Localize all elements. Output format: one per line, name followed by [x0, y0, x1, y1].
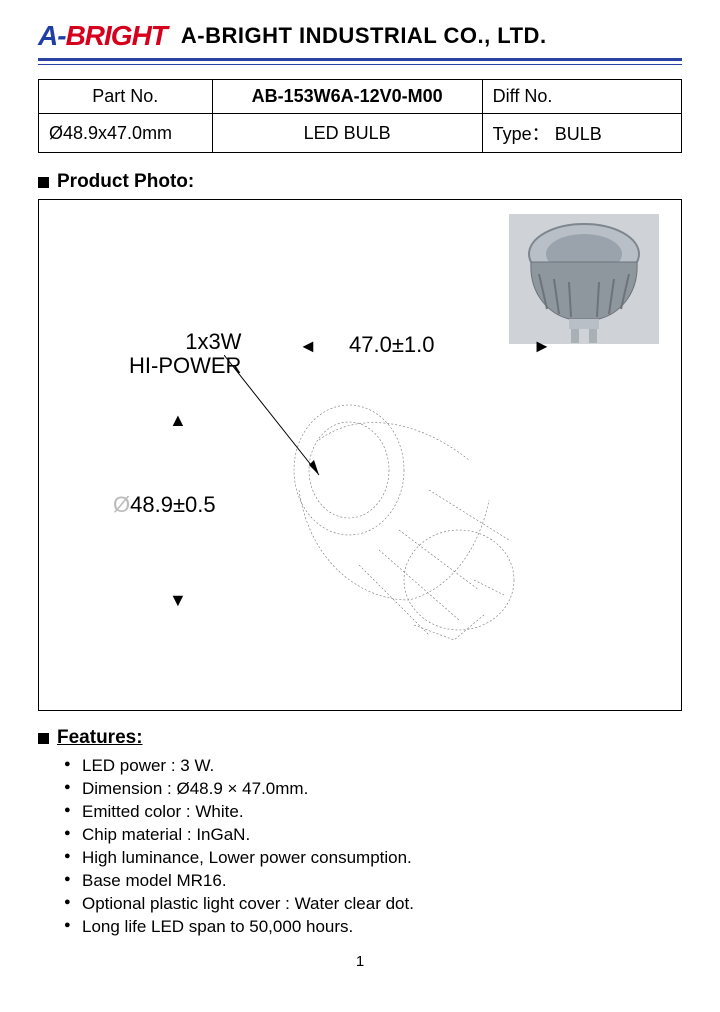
features-title: Features:	[57, 727, 143, 749]
feature-item: Chip material : InGaN.	[64, 824, 682, 847]
diameter-symbol: Ø	[113, 492, 130, 517]
features-section: Features: LED power : 3 W. Dimension : Ø…	[38, 727, 682, 939]
type-value: BULB	[555, 124, 602, 144]
company-name: A-BRIGHT INDUSTRIAL CO., LTD.	[181, 23, 547, 49]
page-header: A - BRIGHT A-BRIGHT INDUSTRIAL CO., LTD.	[38, 20, 682, 52]
product-photo-heading: Product Photo:	[38, 171, 682, 193]
arrow-left-icon: ◄	[299, 336, 317, 357]
product-photo-title: Product Photo:	[57, 171, 194, 193]
height-dimension: Ø48.9±0.5	[113, 492, 216, 518]
square-bullet-icon	[38, 177, 49, 188]
height-value: 48.9±0.5	[130, 492, 215, 517]
product-photo-thumbnail	[509, 214, 659, 344]
logo-letter-a: A	[38, 20, 57, 52]
product-photo-box: 1x3W HI-POWER 47.0±1.0 Ø48.9±0.5 ◄ ► ▲ ▼	[38, 199, 682, 711]
square-bullet-icon	[38, 733, 49, 744]
part-no-value: AB-153W6A-12V0-M00	[212, 80, 482, 114]
product-name: LED BULB	[212, 114, 482, 153]
feature-item: Base model MR16.	[64, 870, 682, 893]
spec-row-2: Ø48.9x47.0mm LED BULB Type： BULB	[39, 114, 682, 153]
logo-bright: BRIGHT	[66, 20, 167, 52]
type-cell: Type： BULB	[482, 114, 681, 153]
feature-item: Long life LED span to 50,000 hours.	[64, 916, 682, 939]
arrow-down-icon: ▼	[169, 590, 187, 611]
features-list: LED power : 3 W. Dimension : Ø48.9 × 47.…	[38, 755, 682, 939]
header-rule-thick	[38, 58, 682, 61]
page-number: 1	[38, 953, 682, 970]
width-dimension: 47.0±1.0	[349, 332, 434, 358]
diff-no-cell: Diff No.	[482, 80, 681, 114]
company-logo: A - BRIGHT	[38, 20, 167, 52]
feature-item: High luminance, Lower power consumption.	[64, 847, 682, 870]
type-label: Type：	[493, 124, 550, 144]
feature-item: Emitted color : White.	[64, 801, 682, 824]
spec-row-1: Part No. AB-153W6A-12V0-M00 Diff No.	[39, 80, 682, 114]
feature-item: Dimension : Ø48.9 × 47.0mm.	[64, 778, 682, 801]
dimension-value: Ø48.9x47.0mm	[39, 114, 213, 153]
spec-table: Part No. AB-153W6A-12V0-M00 Diff No. Ø48…	[38, 79, 682, 153]
power-line1: 1x3W	[129, 330, 241, 354]
bulb-outline-drawing	[279, 390, 529, 650]
features-heading: Features:	[38, 727, 682, 749]
diff-no-label: Diff No.	[493, 86, 553, 106]
part-no-label: Part No.	[39, 80, 213, 114]
header-rule-thin	[38, 64, 682, 65]
logo-dash: -	[57, 20, 65, 52]
feature-item: LED power : 3 W.	[64, 755, 682, 778]
feature-item: Optional plastic light cover : Water cle…	[64, 893, 682, 916]
arrow-up-icon: ▲	[169, 410, 187, 431]
arrow-right-icon: ►	[533, 336, 551, 357]
